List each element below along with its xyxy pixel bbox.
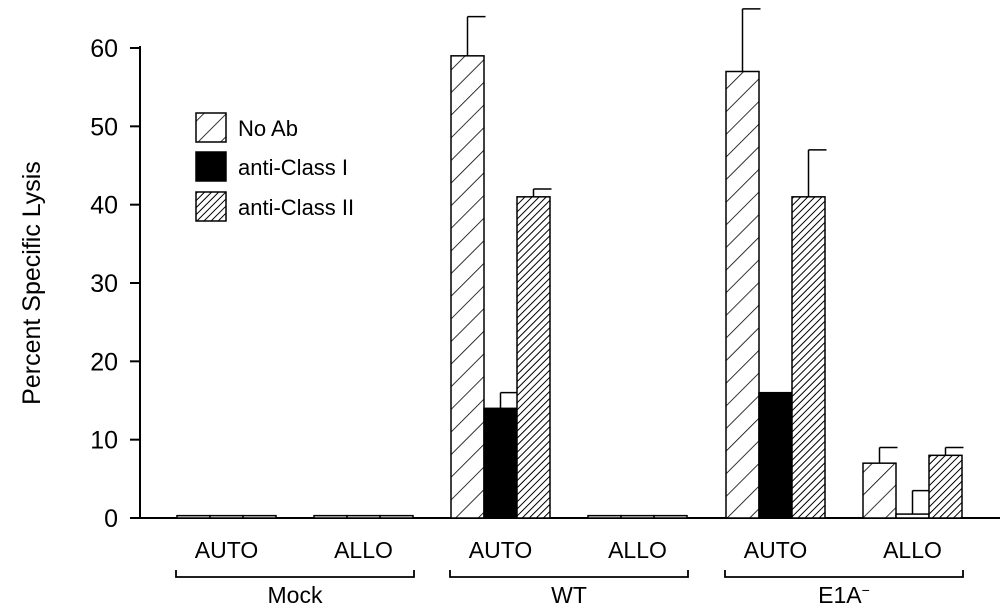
group-label: Mock [268,582,323,608]
y-tick-label: 20 [90,348,118,376]
bar [242,514,277,519]
group-bracket [175,570,415,578]
group-label: E1A− [818,582,870,608]
bar [725,70,760,519]
bar [176,514,211,519]
bar [653,514,688,519]
group-bracket [449,570,689,578]
bar [450,55,485,519]
bar [587,514,622,519]
y-tick-label: 60 [90,35,118,63]
group-label: WT [551,582,587,608]
bar [516,196,551,519]
y-axis-label: Percent Specific Lysis [18,161,46,405]
legend-swatch [195,151,227,182]
x-tick-label: AUTO [195,537,258,563]
legend-swatch [195,191,227,222]
y-tick-label: 40 [90,192,118,220]
x-tick-label: ALLO [608,537,667,563]
bar [379,514,414,519]
x-tick-label: AUTO [469,537,532,563]
y-tick-label: 30 [90,270,118,298]
legend-label: No Ab [238,116,298,141]
bar [483,407,518,519]
legend-label: anti-Class I [238,155,348,180]
bar [758,391,793,519]
bar [791,196,826,519]
x-tick-label: ALLO [883,537,942,563]
x-axis-labels: AUTO ALLO Mock AUTO ALLO WT AUTO ALLO E1A− [175,537,964,608]
bar [620,514,655,519]
y-tick-label: 50 [90,113,118,141]
legend-label: anti-Class II [238,195,354,220]
y-axis: 0 10 20 30 40 50 60 [90,35,1000,533]
bar [346,514,381,519]
group-label-superscript: − [862,582,870,598]
bar [209,514,244,519]
y-tick-label: 10 [90,427,118,455]
group-bracket [724,570,964,578]
legend: No Ab anti-Class I anti-Class II [195,112,354,222]
bar [313,514,348,519]
bars [176,8,964,519]
bar [928,454,963,519]
y-tick-label: 0 [104,505,118,533]
x-tick-label: AUTO [744,537,807,563]
bar [895,513,930,519]
legend-swatch [195,112,227,143]
bar [862,462,897,519]
x-tick-label: ALLO [334,537,393,563]
